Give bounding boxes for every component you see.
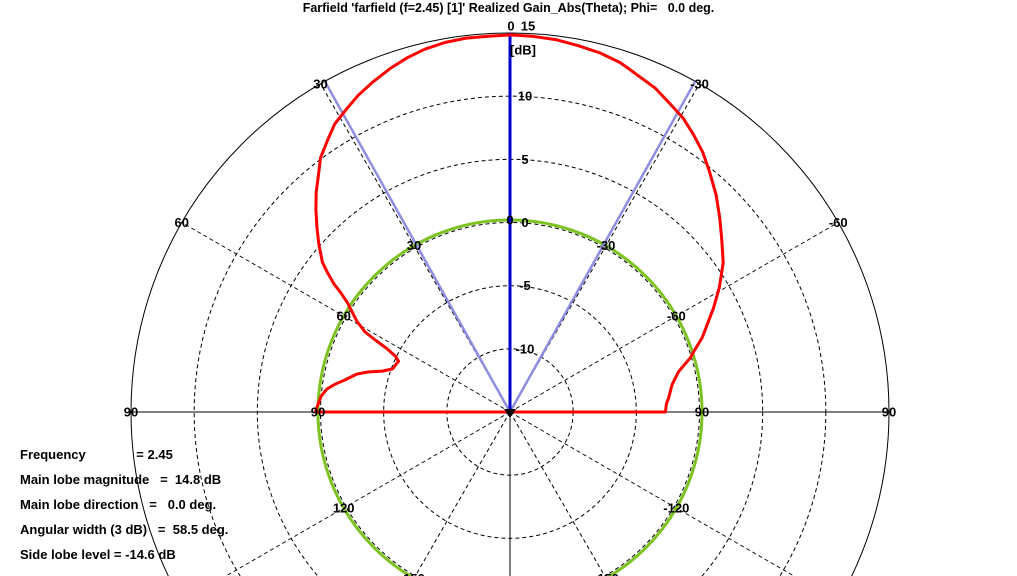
origin-arrowhead-icon (504, 409, 516, 418)
grid-spoke-120deg (224, 411, 511, 576)
angle-label-outer-90: 90 (124, 405, 138, 420)
stat-main-lobe-magnitude: Main lobe magnitude = 14.8 dB (20, 472, 222, 487)
gain-pattern-curve (313, 33, 725, 414)
angle-label-outer--30: -30 (690, 76, 709, 91)
angle-label-inner-0: 0 (506, 212, 513, 227)
angle-label-outer--90: 90 (882, 405, 896, 420)
angular-width-line-left (323, 80, 512, 413)
radial-label-0: 0 (521, 215, 528, 230)
radial-label-15: 15 (521, 19, 535, 34)
angle-label-inner--60: -60 (667, 308, 686, 323)
angle-label-inner--90: 90 (695, 405, 709, 420)
angle-label-inner-30: 30 (407, 238, 421, 253)
angle-label-outer-0: 0 (507, 19, 514, 34)
grid-spoke--120deg (509, 411, 796, 576)
radial-label-10: 10 (518, 89, 532, 104)
db-unit-label: [dB] (510, 43, 536, 58)
stats-panel: Frequency = 2.45 Main lobe magnitude = 1… (20, 442, 228, 567)
grid-spoke--150deg (509, 411, 606, 576)
angular-width-line-right (508, 80, 697, 413)
stat-angular-width: Angular width (3 dB) = 58.5 deg. (20, 522, 229, 537)
plot-title: Farfield 'farfield (f=2.45) [1]' Realize… (302, 1, 715, 15)
radial-label--5: -5 (519, 278, 531, 293)
angle-label-inner-60: 60 (336, 308, 350, 323)
angle-label-inner-90: 90 (311, 405, 325, 420)
grid-spoke-60deg (181, 222, 511, 413)
angle-label-inner--120: -120 (663, 501, 689, 516)
angle-label-inner--30: -30 (597, 238, 616, 253)
angle-label-inner-150: 150 (403, 571, 425, 576)
stat-main-lobe-direction: Main lobe direction = 0.0 deg. (20, 497, 217, 512)
angle-label-outer-60: 60 (175, 215, 189, 230)
stat-frequency: Frequency = 2.45 (20, 447, 173, 462)
angle-label-inner--150: -150 (593, 571, 619, 576)
grid-spoke--60deg (509, 222, 839, 413)
radial-label--10: -10 (516, 341, 535, 356)
stat-side-lobe-level: Side lobe level = -14.6 dB (20, 547, 176, 562)
angle-label-inner-120: 120 (333, 501, 355, 516)
grid-spoke-150deg (414, 411, 511, 576)
radial-label-5: 5 (521, 152, 528, 167)
angle-label-outer-30: 30 (313, 76, 327, 91)
angle-label-outer--60: -60 (829, 215, 848, 230)
